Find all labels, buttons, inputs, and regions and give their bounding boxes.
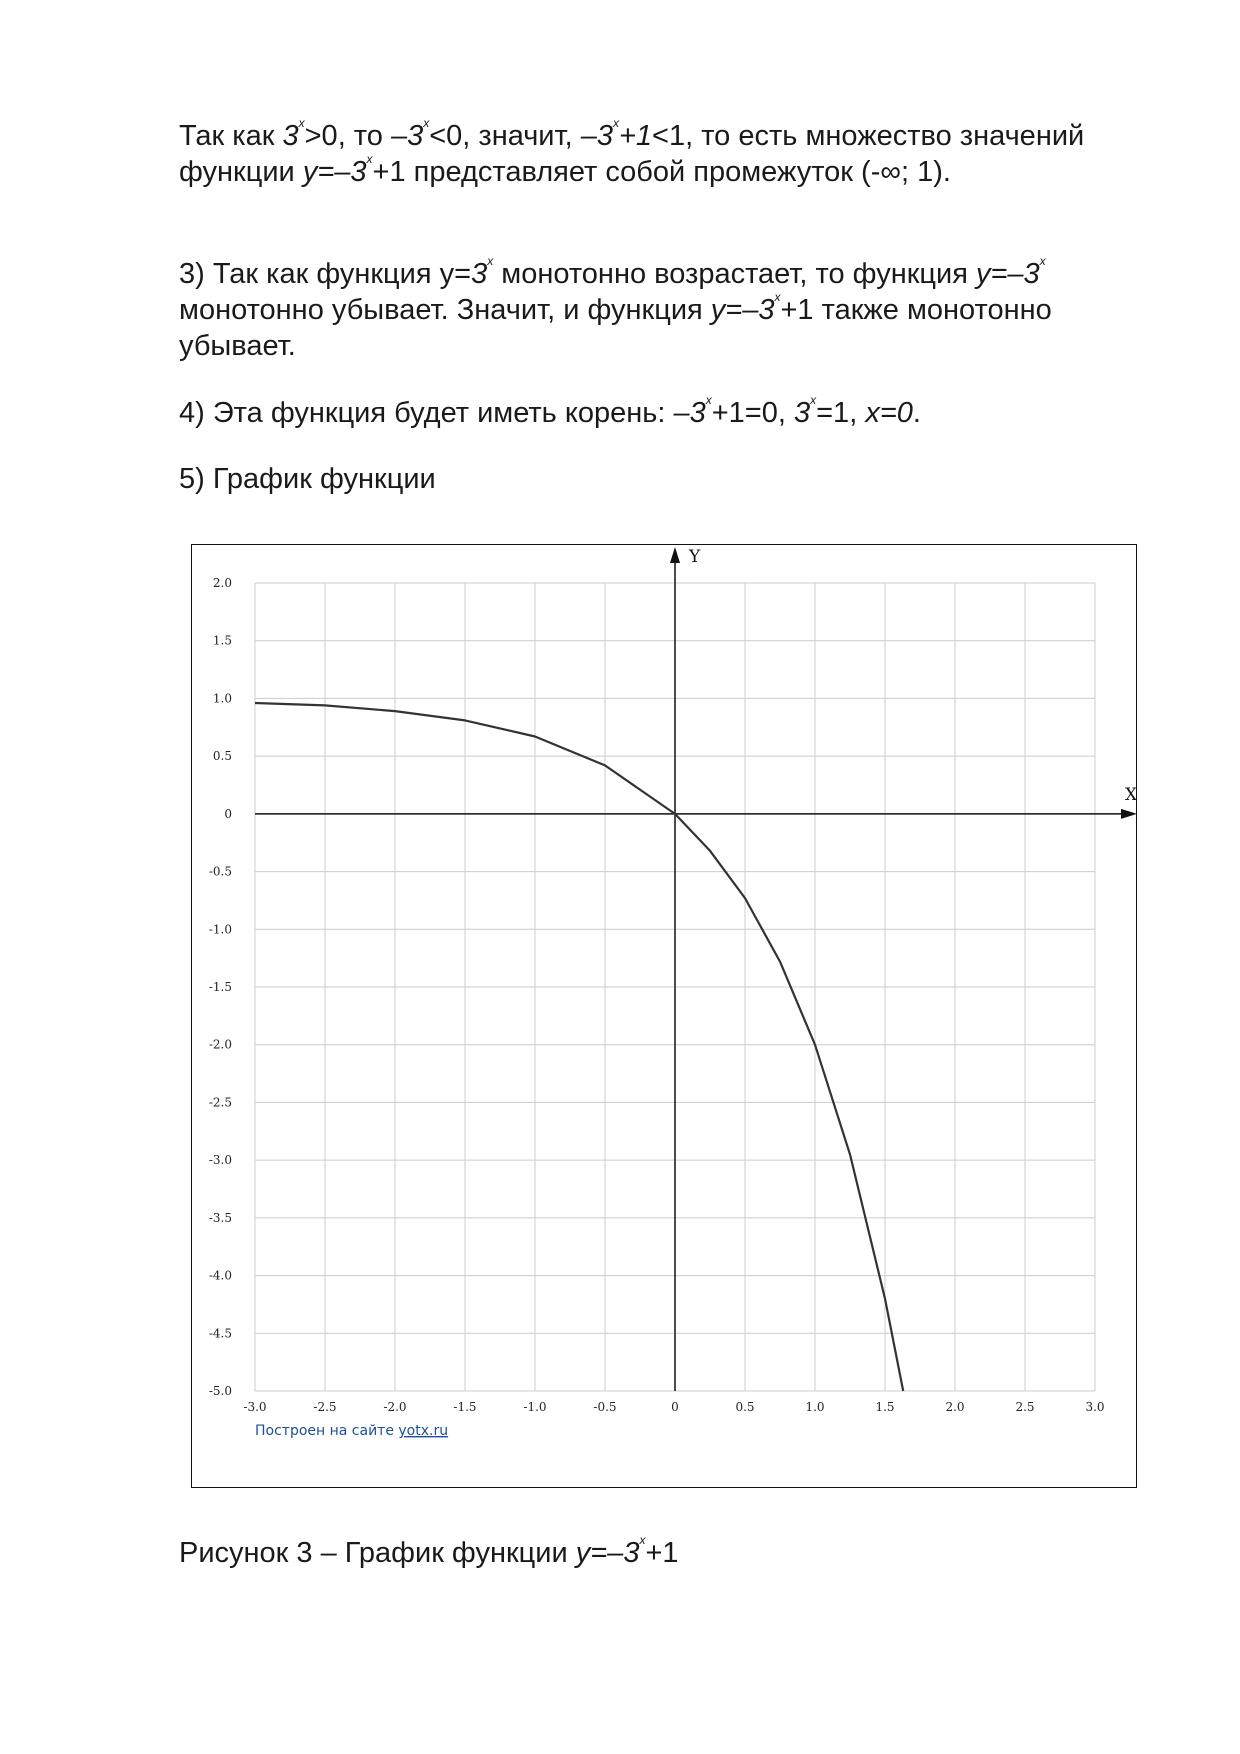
y-tick-label: -0.5 bbox=[209, 865, 232, 879]
text-run: >0, то bbox=[304, 120, 391, 152]
math-base: y=–3 bbox=[710, 294, 775, 326]
text-run: <1, то есть множество значений функции bbox=[179, 120, 1085, 188]
x-tick-label: 2.0 bbox=[945, 1400, 964, 1414]
y-tick-label: -5.0 bbox=[209, 1384, 232, 1398]
figure-caption: Рисунок 3 – График функции y=–3x+1 bbox=[179, 1533, 1119, 1571]
y-tick-label: -1.0 bbox=[209, 922, 232, 936]
math-exponent: x bbox=[612, 116, 619, 130]
math-base: y=–3 bbox=[302, 156, 367, 188]
text-run: . bbox=[912, 397, 921, 429]
x-tick-label: 1.0 bbox=[805, 1400, 824, 1414]
math-exponent: x bbox=[487, 254, 494, 268]
math-exponent: x bbox=[705, 393, 712, 407]
math-exponent: x bbox=[298, 116, 305, 130]
y-tick-label: 2.0 bbox=[213, 576, 232, 590]
math-base: 3 bbox=[282, 120, 299, 152]
x-tick-label: -2.0 bbox=[383, 1400, 406, 1414]
x-tick-label: -0.5 bbox=[593, 1400, 616, 1414]
math-base: y=–3 bbox=[975, 258, 1040, 290]
x-tick-label: -1.0 bbox=[523, 1400, 546, 1414]
math-exponent: x bbox=[774, 290, 781, 304]
chart-credit: Построен на сайте yotx.ru bbox=[255, 1423, 448, 1439]
text-run: монотонно убывает. Значит, и функция bbox=[179, 294, 711, 326]
text-run: 4) Эта функция будет иметь корень: bbox=[179, 397, 674, 429]
x-tick-label: 2.5 bbox=[1015, 1400, 1034, 1414]
x-tick-label: -3.0 bbox=[243, 1400, 266, 1414]
math-exponent: x bbox=[639, 1533, 646, 1547]
x-tick-label: -1.5 bbox=[453, 1400, 476, 1414]
y-tick-label: -3.5 bbox=[209, 1211, 232, 1225]
math-base: y=–3 bbox=[575, 1537, 640, 1569]
math-base: 3 bbox=[793, 397, 811, 429]
y-tick-label: -3.0 bbox=[209, 1153, 232, 1167]
y-tick-label: -4.0 bbox=[209, 1269, 232, 1283]
x-tick-label: 1.5 bbox=[875, 1400, 894, 1414]
x-tick-label: 0.5 bbox=[735, 1400, 754, 1414]
x-tick-label: 0 bbox=[671, 1400, 679, 1414]
x-tick-label: -2.5 bbox=[313, 1400, 336, 1414]
y-tick-label: 0.5 bbox=[213, 749, 232, 763]
y-tick-label: -4.5 bbox=[209, 1326, 232, 1340]
y-tick-label: 1.0 bbox=[213, 691, 232, 705]
x-axis-arrow bbox=[1121, 808, 1137, 819]
function-graph: X Y -3.0 -2.5 -2.0 -1.5 -1.0 -0.5 0 0.5 1.0 1.5 2.0 2… bbox=[191, 544, 1138, 1488]
y-tick-label: -1.5 bbox=[209, 980, 232, 994]
math-exponent: x bbox=[366, 152, 373, 166]
math-base: 3 bbox=[471, 258, 488, 290]
credit-prefix: Построен на сайте bbox=[255, 1423, 398, 1439]
math-term: +1 bbox=[618, 120, 653, 152]
math-exponent: x bbox=[423, 116, 430, 130]
text-run: +1=0, bbox=[711, 397, 794, 429]
chart-svg: X Y -3.0 -2.5 -2.0 -1.5 -1.0 -0.5 0 0.5 1.0 1.5 2.0 2… bbox=[209, 547, 1138, 1439]
math-term: x=0 bbox=[865, 397, 913, 429]
y-axis-arrow bbox=[670, 547, 680, 563]
text-run: Рисунок 3 – График функции bbox=[179, 1537, 576, 1569]
paragraph-graph-heading: 5) График функции bbox=[179, 463, 436, 495]
paragraph-root: 4) Эта функция будет иметь корень: –3x+1… bbox=[179, 393, 1119, 431]
y-tick-label: -2.5 bbox=[209, 1095, 232, 1109]
text-run: <0, значит, bbox=[429, 120, 581, 152]
y-tick-label: 1.5 bbox=[213, 634, 232, 648]
text-run: 3) Так как функция у= bbox=[179, 258, 472, 290]
function-curve bbox=[254, 701, 905, 1392]
y-axis-label: Y bbox=[688, 547, 701, 567]
text-run: =1, bbox=[816, 397, 866, 429]
text-run: Так как bbox=[179, 120, 283, 152]
credit-link[interactable]: yotx.ru bbox=[398, 1423, 448, 1439]
paragraph-monotonic: 3) Так как функция у=3x монотонно возрас… bbox=[179, 254, 1119, 364]
y-tick-label: 0 bbox=[224, 807, 232, 821]
math-exponent: x bbox=[810, 393, 817, 407]
math-exponent: x bbox=[1039, 254, 1046, 268]
text-run: монотонно возрастает, то функция bbox=[493, 258, 976, 290]
text-run: +1 также монотонно убывает. bbox=[179, 294, 1052, 362]
y-tick-label: -2.0 bbox=[209, 1038, 232, 1052]
text-run: +1 bbox=[645, 1537, 679, 1569]
paragraph-range: Так как 3x>0, то –3x<0, значит, –3x+1<1,… bbox=[179, 116, 1119, 190]
math-base: –3 bbox=[673, 397, 706, 429]
x-tick-label: 3.0 bbox=[1085, 1400, 1104, 1414]
math-base: –3 bbox=[580, 120, 613, 152]
x-axis-label: X bbox=[1125, 785, 1138, 805]
text-run: +1 представляет собой промежуток (-∞; 1)… bbox=[372, 156, 951, 188]
math-base: –3 bbox=[390, 120, 424, 152]
